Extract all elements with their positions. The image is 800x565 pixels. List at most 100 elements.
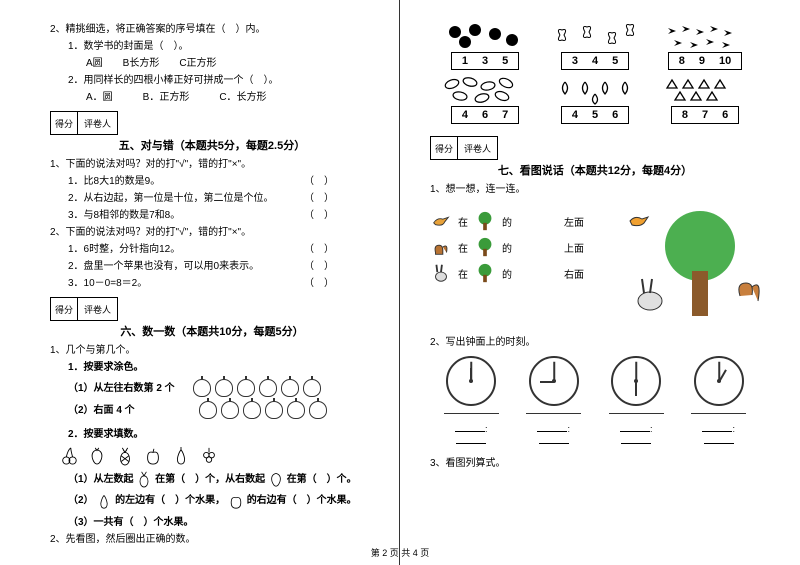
q6-1-title: 1．按要求涂色。	[50, 360, 374, 375]
apple-icon	[144, 446, 162, 466]
leaves-icon	[440, 74, 530, 106]
match-row: 在 的 左面	[430, 210, 584, 232]
tf-text: 3．与8相邻的数是7和8。	[68, 208, 180, 223]
rabbit-icon	[430, 262, 452, 284]
count-block: 456	[550, 74, 640, 124]
apple-icon	[237, 379, 255, 397]
apple-icon	[259, 379, 277, 397]
time-blank-row	[430, 412, 760, 414]
colon-blank: :	[609, 422, 664, 446]
apple-icon	[309, 401, 327, 419]
number-box: 8910	[668, 52, 743, 70]
tf1-2: 2．从右边起，第一位是十位，第二位是个位。 （ ）	[50, 191, 374, 206]
apple-icon	[228, 492, 244, 510]
tf1-1: 1．比8大1的数是9。 （ ）	[50, 174, 374, 189]
text: 在第（ ）个。	[287, 474, 357, 485]
tf-text: 1．比8大1的数是9。	[68, 174, 160, 189]
reviewer-label: 评卷人	[458, 136, 498, 160]
text: 的	[502, 240, 512, 255]
tree-icon	[474, 210, 496, 232]
q6-1-b: （2）右面 4 个	[50, 403, 135, 418]
count-block: 876	[660, 74, 750, 124]
match-row: 在 的 上面	[430, 236, 584, 258]
paren: （ ）	[304, 191, 334, 206]
count-block: 467	[440, 74, 530, 124]
clock-row	[430, 356, 760, 406]
butterflies-icon	[550, 20, 640, 52]
peaches-icon	[550, 74, 640, 106]
count-row-2: 467 456 876	[430, 74, 760, 124]
q2-1-opts: A圆 B长方形 C正方形	[50, 56, 374, 71]
tf-text: 2．盘里一个苹果也没有，可以用0来表示。	[68, 259, 259, 274]
apple-icon	[193, 379, 211, 397]
text: 在	[458, 240, 468, 255]
paren: （ ）	[304, 276, 334, 291]
clock-face	[529, 356, 579, 406]
q7-3: 3、看图列算式。	[430, 456, 760, 471]
colon-row: : : : :	[430, 422, 760, 446]
paren: （ ）	[304, 208, 334, 223]
text: 在	[458, 214, 468, 229]
tree-icon	[474, 236, 496, 258]
fruit-row	[60, 446, 374, 466]
tf2-2: 2．盘里一个苹果也没有，可以用0来表示。（ ）	[50, 259, 374, 274]
colon-blank: :	[691, 422, 746, 446]
tf2-1: 1．6时整，分针指向12。 （ ）	[50, 242, 374, 257]
text: （1）从左数起	[68, 474, 134, 485]
minute-hand	[553, 362, 555, 382]
pear-icon	[96, 492, 112, 510]
count-block: 345	[550, 20, 640, 70]
left-column: 2、精挑细选，将正确答案的序号填在（ ）内。 1．数学书的封面是（ ）。 A圆 …	[0, 0, 400, 565]
time-blank	[526, 412, 581, 414]
minute-hand	[718, 362, 720, 382]
apple-icon	[265, 401, 283, 419]
flowers-icon	[440, 20, 530, 52]
text: 的右边有（ ）个水果。	[247, 495, 357, 506]
apple-icon	[281, 379, 299, 397]
apple-row-1	[193, 379, 321, 397]
text: 的左边有（ ）个水果，	[115, 495, 225, 506]
fish-icon	[660, 20, 750, 52]
tf2: 2、下面的说法对吗？对的打"√"，错的打"×"。	[50, 225, 374, 240]
section-7-title: 七、看图说话（本题共12分，每题4分）	[430, 162, 760, 178]
paren: （ ）	[304, 174, 334, 189]
text: 在第（ ）个，从右数起	[155, 474, 265, 485]
count-row-1: 135 345 8910	[430, 20, 760, 70]
score-label: 得分	[50, 111, 78, 135]
tf2-3: 3．10－0=8＝2。（ ）	[50, 276, 374, 291]
section-6-title: 六、数一数（本题共10分，每题5分）	[50, 323, 374, 339]
pos-label: 上面	[564, 240, 584, 255]
scene-illustration	[610, 201, 760, 321]
text: 在	[458, 266, 468, 281]
q6-1-a: （1）从左往右数第 2 个	[50, 381, 175, 396]
q6-2-a: （1）从左数起 在第（ ）个，从右数起 在第（ ）个。	[50, 470, 374, 488]
strawberry-icon	[88, 446, 106, 466]
apple-icon	[215, 379, 233, 397]
grape-icon	[200, 446, 218, 466]
paren: （ ）	[304, 242, 334, 257]
score-label: 得分	[50, 297, 78, 321]
q6-2-c: （3）一共有（ ）个水果。	[50, 513, 374, 528]
q6-1: 1、几个与第几个。	[50, 343, 374, 358]
minute-hand	[636, 362, 638, 382]
bird-icon	[430, 210, 452, 232]
q7-2: 2、写出钟面上的时刻。	[430, 335, 760, 350]
pear-icon	[172, 446, 190, 466]
q6-3: 2、先看图，然后圈出正确的数。	[50, 532, 374, 547]
colon-blank: :	[444, 422, 499, 446]
hour-hand	[540, 381, 554, 383]
number-box: 135	[451, 52, 519, 70]
q2: 2、精挑细选，将正确答案的序号填在（ ）内。	[50, 22, 374, 37]
q2-2-opts: A．圆 B．正方形 C．长方形	[50, 90, 374, 105]
time-blank	[444, 412, 499, 414]
pineapple-icon	[136, 470, 152, 488]
tf-text: 2．从右边起，第一位是十位，第二位是个位。	[68, 191, 274, 206]
tf1-3: 3．与8相邻的数是7和8。 （ ）	[50, 208, 374, 223]
q2-1: 1．数学书的封面是（ ）。	[50, 39, 374, 54]
score-label: 得分	[430, 136, 458, 160]
number-box: 467	[451, 106, 519, 124]
q2-2: 2．用同样长的四根小棒正好可拼成一个（ ）。	[50, 73, 374, 88]
score-box-2: 得分 评卷人	[50, 297, 374, 321]
tf-text: 1．6时整，分针指向12。	[68, 242, 180, 257]
match-row: 在 的 右面	[430, 262, 584, 284]
